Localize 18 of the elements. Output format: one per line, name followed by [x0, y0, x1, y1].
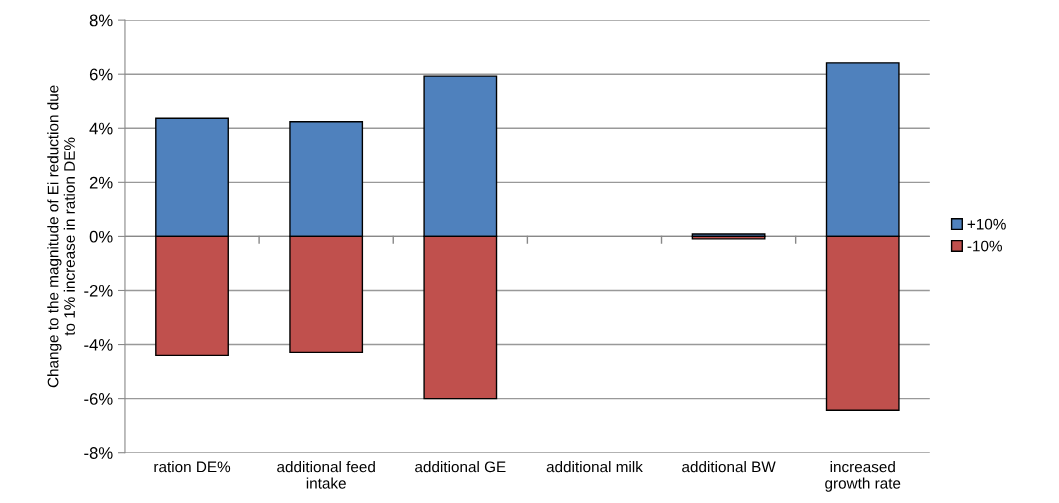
x-tick-label: additional milk: [546, 461, 643, 473]
y-tick-label: -6%: [84, 393, 113, 405]
y-tick-label: 8%: [89, 14, 113, 27]
y-tick-label: 6%: [89, 68, 113, 81]
x-tick-label: additional feed intake: [277, 461, 375, 489]
y-tick-label: -4%: [84, 339, 113, 351]
legend-label: +10%: [967, 218, 1006, 230]
y-tick-label: -2%: [84, 284, 113, 297]
y-axis-title: Change to the magnitude of Ei reduction due to 1% increase in ration DE%: [47, 85, 75, 388]
legend-label: -10%: [967, 240, 1002, 252]
y-tick-label: 2%: [89, 176, 113, 189]
x-tick-label: additional BW: [682, 461, 776, 473]
y-tick-label: 0%: [89, 230, 113, 243]
y-tick-label: -8%: [84, 447, 113, 459]
x-tick-label: ration DE%: [154, 461, 231, 473]
x-tick-label: additional GE: [415, 461, 506, 473]
x-tick-label: increased growth rate: [825, 461, 901, 492]
y-tick-label: 4%: [89, 122, 113, 135]
